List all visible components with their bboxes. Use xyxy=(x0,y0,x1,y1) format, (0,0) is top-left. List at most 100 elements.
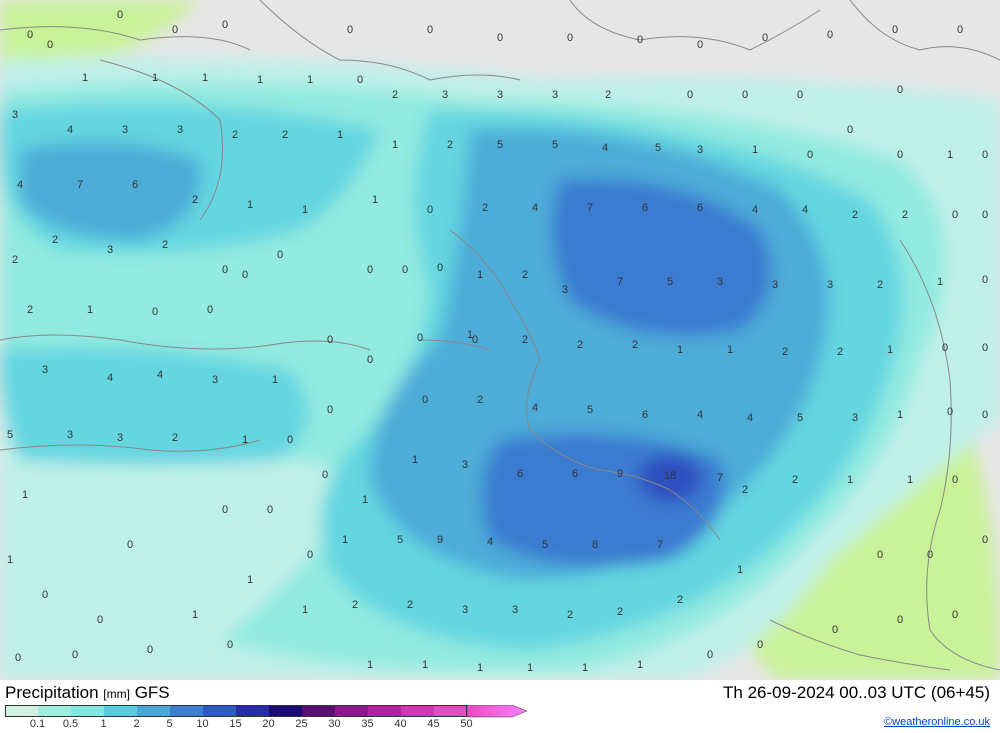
precip-value: 3 xyxy=(442,89,448,101)
precip-value: 0 xyxy=(952,474,958,486)
precip-value: 1 xyxy=(247,574,253,586)
precip-value: 3 xyxy=(497,89,503,101)
precip-value: 0 xyxy=(437,262,443,274)
legend-tick: 35 xyxy=(361,718,373,730)
precip-value: 0 xyxy=(982,342,988,354)
precip-value: 2 xyxy=(577,339,583,351)
precip-value: 1 xyxy=(392,139,398,151)
precip-value: 1 xyxy=(897,409,903,421)
precip-value: 7 xyxy=(587,202,593,214)
precip-value: 0 xyxy=(942,342,948,354)
precip-value: 9 xyxy=(617,468,623,480)
copyright-link[interactable]: ©weatheronline.co.uk xyxy=(884,716,990,728)
precip-value: 1 xyxy=(477,269,483,281)
precip-value: 0 xyxy=(427,204,433,216)
precip-value: 1 xyxy=(727,344,733,356)
map-svg: 0 0 0 0 0 1 1 1 1 1 0 3 4 3 3 2 2 1 4 7 6 2 1 1 2 2 3 2 0 0 2 1 0 0 0 3 4 4 3 1… xyxy=(0,0,1000,680)
precip-value: 6 xyxy=(642,409,648,421)
precip-value: 0 xyxy=(797,89,803,101)
precip-value: 0 xyxy=(637,34,643,46)
precip-value: 1 xyxy=(637,659,643,671)
precip-value: 0 xyxy=(322,469,328,481)
precip-value: 6 xyxy=(697,202,703,214)
precip-value: 4 xyxy=(532,402,538,414)
precip-value: 0 xyxy=(982,534,988,546)
precip-value: 0 xyxy=(367,354,373,366)
precip-value: 3 xyxy=(552,89,558,101)
precip-value: 6 xyxy=(517,468,523,480)
precip-value: 0 xyxy=(417,332,423,344)
precip-value: 1 xyxy=(192,609,198,621)
precip-value: 2 xyxy=(162,239,168,251)
precip-value: 6 xyxy=(572,468,578,480)
legend-swatch xyxy=(368,705,401,717)
precip-value: 2 xyxy=(792,474,798,486)
precip-value: 0 xyxy=(347,24,353,36)
precip-value: 6 xyxy=(132,179,138,191)
precip-value: 0 xyxy=(242,269,248,281)
precip-value: 4 xyxy=(532,202,538,214)
precip-value: 4 xyxy=(747,412,753,424)
precip-value: 1 xyxy=(367,659,373,671)
precip-value: 0 xyxy=(697,39,703,51)
precip-value: 0 xyxy=(147,644,153,656)
precip-value: 2 xyxy=(522,334,528,346)
legend-entry: 10 xyxy=(170,705,203,730)
precip-value: 4 xyxy=(17,179,23,191)
precip-value: 2 xyxy=(877,279,883,291)
precip-value: 5 xyxy=(397,534,403,546)
precip-value: 3 xyxy=(117,432,123,444)
legend-swatch xyxy=(104,705,137,717)
precip-value: 5 xyxy=(7,429,13,441)
legend-swatch xyxy=(170,705,203,717)
precip-value: 3 xyxy=(512,604,518,616)
precip-value: 3 xyxy=(177,124,183,136)
precip-value: 0 xyxy=(327,404,333,416)
title-unit: [mm] xyxy=(103,687,130,701)
precip-value: 1 xyxy=(257,74,263,86)
bottom-bar: Precipitation [mm] GFS Th 26-09-2024 00.… xyxy=(0,680,1000,733)
precip-value: 2 xyxy=(677,594,683,606)
precip-value: 0 xyxy=(227,639,233,651)
precip-value: 3 xyxy=(67,429,73,441)
precip-value: 0 xyxy=(207,304,213,316)
precip-value: 0 xyxy=(117,9,123,21)
precip-value: 1 xyxy=(477,662,483,674)
precip-value: 1 xyxy=(527,662,533,674)
precip-value: 0 xyxy=(927,549,933,561)
precip-value: 3 xyxy=(212,374,218,386)
precip-value: 0 xyxy=(687,89,693,101)
legend-swatch xyxy=(5,705,38,717)
legend-tick: 1 xyxy=(100,718,106,730)
legend-swatch xyxy=(137,705,170,717)
precip-value: 4 xyxy=(487,536,493,548)
title-variable: Precipitation xyxy=(5,683,99,702)
legend-swatch xyxy=(236,705,269,717)
precip-value: 1 xyxy=(582,662,588,674)
precip-value: 0 xyxy=(42,589,48,601)
legend-entry: 2 xyxy=(104,705,137,730)
precip-value: 1 xyxy=(422,659,428,671)
legend-tick: 20 xyxy=(262,718,274,730)
precip-value: 5 xyxy=(655,142,661,154)
precip-value: 0 xyxy=(472,334,478,346)
precip-value: 0 xyxy=(222,264,228,276)
precip-value: 1 xyxy=(242,434,248,446)
precip-value: 2 xyxy=(522,269,528,281)
precip-value: 0 xyxy=(497,32,503,44)
legend-tick: 0.1 xyxy=(30,718,45,730)
precip-value: 0 xyxy=(827,29,833,41)
precip-value: 3 xyxy=(12,109,18,121)
precip-value: 8 xyxy=(592,539,598,551)
precip-value: 3 xyxy=(122,124,128,136)
precip-value: 1 xyxy=(947,149,953,161)
precip-value: 2 xyxy=(392,89,398,101)
precip-value: 1 xyxy=(307,74,313,86)
precip-value: 0 xyxy=(127,539,133,551)
legend-swatch xyxy=(434,705,467,717)
precip-value: 0 xyxy=(982,149,988,161)
precip-value: 0 xyxy=(982,274,988,286)
precip-value: 1 xyxy=(887,344,893,356)
precip-value: 1 xyxy=(22,489,28,501)
precip-value: 1 xyxy=(152,72,158,84)
